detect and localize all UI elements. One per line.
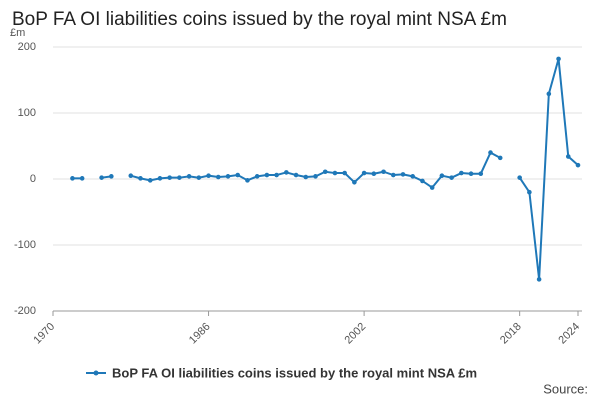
point [459,170,464,176]
point [352,180,357,185]
point [206,173,211,178]
point [177,175,182,180]
chart-title: BoP FA OI liabilities coins issued by th… [12,9,507,30]
point [478,171,484,177]
point [390,172,396,178]
point [196,175,202,180]
point [245,178,250,183]
point [439,173,445,178]
legend-marker [93,370,99,376]
point [410,174,416,179]
point [322,169,328,175]
point [565,154,571,159]
point [381,169,386,175]
point [99,175,104,180]
point [488,150,493,155]
point [254,174,260,179]
x-tick-label: 1986 [187,321,213,347]
point [420,178,425,184]
point [517,175,522,180]
source-label: Source: [543,381,588,396]
x-tick-label: 1970 [31,321,57,347]
point [138,176,143,181]
point [284,170,289,175]
line [130,151,501,189]
point [400,172,406,177]
point [109,174,114,179]
point [128,173,134,178]
y-tick-label: 0 [30,173,36,185]
point [70,176,75,181]
point [332,170,338,176]
point [79,176,85,181]
x-tick-label: 2002 [342,321,368,347]
point [215,174,221,180]
y-unit: £m [10,27,25,39]
legend-label: BoP FA OI liabilities coins issued by th… [112,365,477,380]
point [235,172,241,178]
point [527,189,532,195]
point [361,170,367,176]
y-tick-label: 100 [18,107,36,119]
y-tick-label: -200 [14,305,36,317]
point [497,155,503,161]
point [468,171,474,177]
point [371,171,377,177]
y-tick-label: 200 [18,41,36,53]
point [313,174,318,179]
point [536,277,542,282]
point [157,176,163,181]
point [575,162,581,168]
point [546,91,552,97]
point [225,174,231,179]
point [556,56,561,62]
point [274,172,279,178]
point [293,172,299,178]
x-tick-label: 2024 [556,321,582,347]
x-tick-label: 2018 [498,321,524,347]
point [303,174,309,180]
point [167,175,172,180]
point [186,174,192,179]
point [264,172,270,178]
y-tick-label: -100 [14,239,36,251]
point [342,170,347,176]
point [449,175,454,180]
point [147,178,153,183]
point [429,185,435,190]
